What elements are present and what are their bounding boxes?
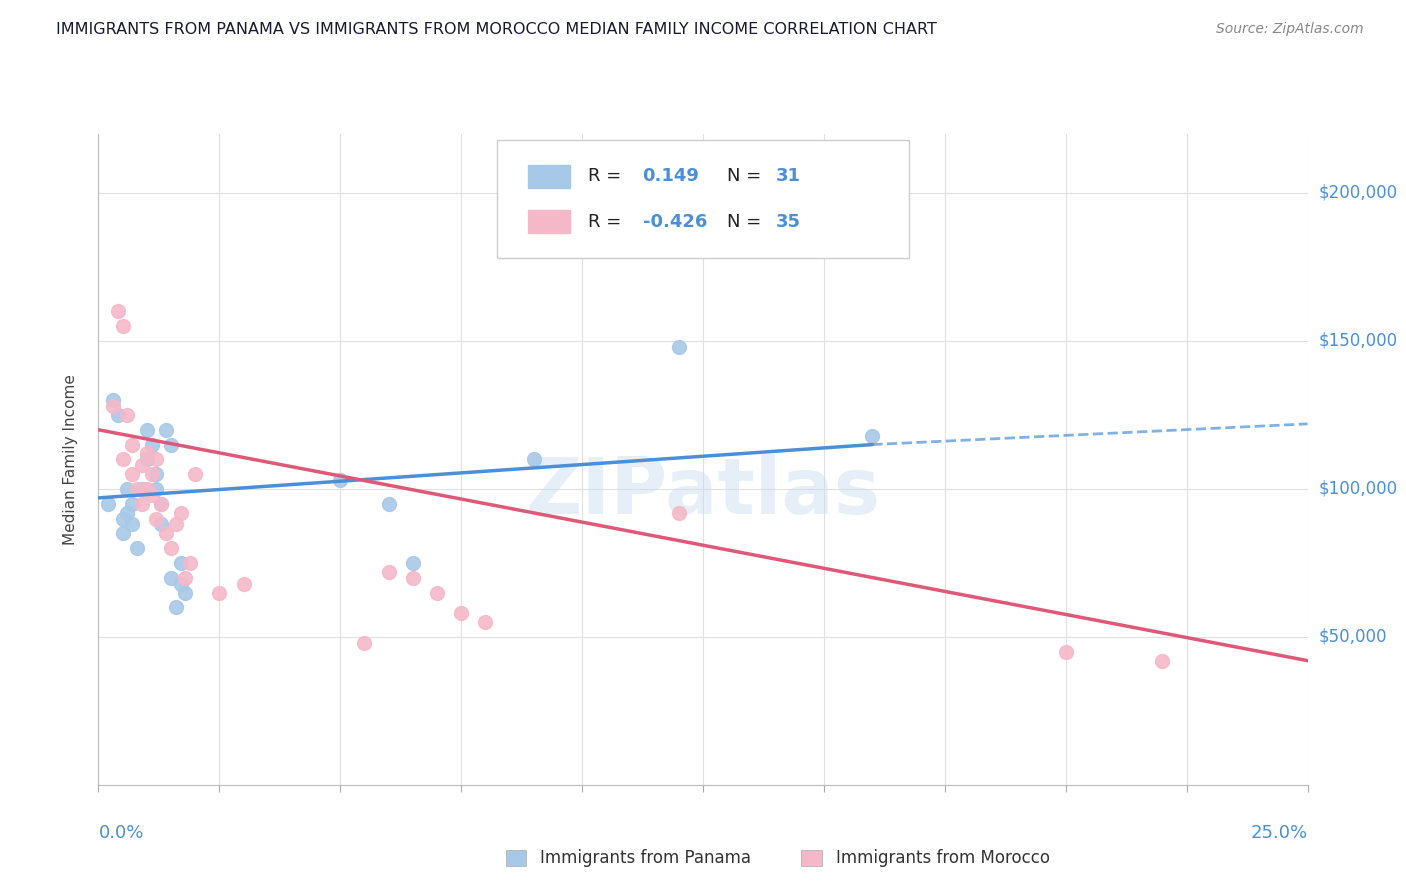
Point [426,585,449,599]
Text: R =: R = [588,167,627,186]
Text: $100,000: $100,000 [1319,480,1398,498]
Point [135,452,157,467]
Point [135,446,157,460]
Point [174,571,197,585]
Point [121,437,143,451]
Text: 0.149: 0.149 [643,167,699,186]
Text: $150,000: $150,000 [1319,332,1398,350]
Text: $200,000: $200,000 [1319,184,1398,202]
Point [474,615,496,630]
Point [377,565,399,579]
Text: N =: N = [727,167,768,186]
Point [860,428,883,442]
Point [353,636,375,650]
Point [135,482,157,496]
Point [668,506,690,520]
Point [117,506,139,520]
Point [127,482,149,496]
Text: 25.0%: 25.0% [1250,824,1308,842]
Point [232,576,254,591]
Point [150,497,173,511]
Point [160,437,183,451]
Point [450,607,472,621]
Point [145,482,167,496]
Point [141,488,163,502]
Point [1152,654,1174,668]
FancyBboxPatch shape [498,140,908,258]
FancyBboxPatch shape [527,211,569,233]
Point [145,467,167,482]
Point [668,340,690,354]
Y-axis label: Median Family Income: Median Family Income [63,374,77,545]
Point [145,452,167,467]
Point [121,517,143,532]
Point [141,437,163,451]
Point [402,571,425,585]
Text: 31: 31 [776,167,800,186]
Point [121,497,143,511]
Point [169,576,191,591]
Point [523,452,546,467]
Point [111,511,134,525]
Text: R =: R = [588,212,627,231]
Point [127,541,149,556]
Text: Immigrants from Panama: Immigrants from Panama [540,849,751,867]
FancyBboxPatch shape [527,165,569,187]
Point [160,571,183,585]
Point [97,497,120,511]
Point [145,511,167,525]
Point [141,467,163,482]
Text: $50,000: $50,000 [1319,628,1388,646]
Point [135,423,157,437]
Point [107,304,129,318]
Point [184,467,207,482]
Point [165,517,187,532]
Text: 35: 35 [776,212,800,231]
Point [111,452,134,467]
Point [174,585,197,599]
Point [402,556,425,570]
Point [329,473,352,487]
Text: -0.426: -0.426 [643,212,707,231]
Point [117,482,139,496]
Point [169,556,191,570]
Point [111,526,134,541]
Text: N =: N = [727,212,768,231]
Point [155,423,177,437]
Point [155,526,177,541]
Point [131,458,153,473]
Point [101,399,124,413]
Text: 0.0%: 0.0% [98,824,143,842]
Point [208,585,231,599]
Point [150,517,173,532]
Point [169,506,191,520]
Point [107,408,129,422]
Point [111,319,134,334]
Point [165,600,187,615]
Text: IMMIGRANTS FROM PANAMA VS IMMIGRANTS FROM MOROCCO MEDIAN FAMILY INCOME CORRELATI: IMMIGRANTS FROM PANAMA VS IMMIGRANTS FRO… [56,22,938,37]
Point [117,408,139,422]
Point [101,393,124,408]
Point [1054,645,1077,659]
Point [150,497,173,511]
Point [131,497,153,511]
Text: Source: ZipAtlas.com: Source: ZipAtlas.com [1216,22,1364,37]
Point [377,497,399,511]
Point [121,467,143,482]
Point [179,556,201,570]
Text: ZIPatlas: ZIPatlas [526,454,880,530]
Text: Immigrants from Morocco: Immigrants from Morocco [835,849,1050,867]
Point [131,482,153,496]
Point [160,541,183,556]
